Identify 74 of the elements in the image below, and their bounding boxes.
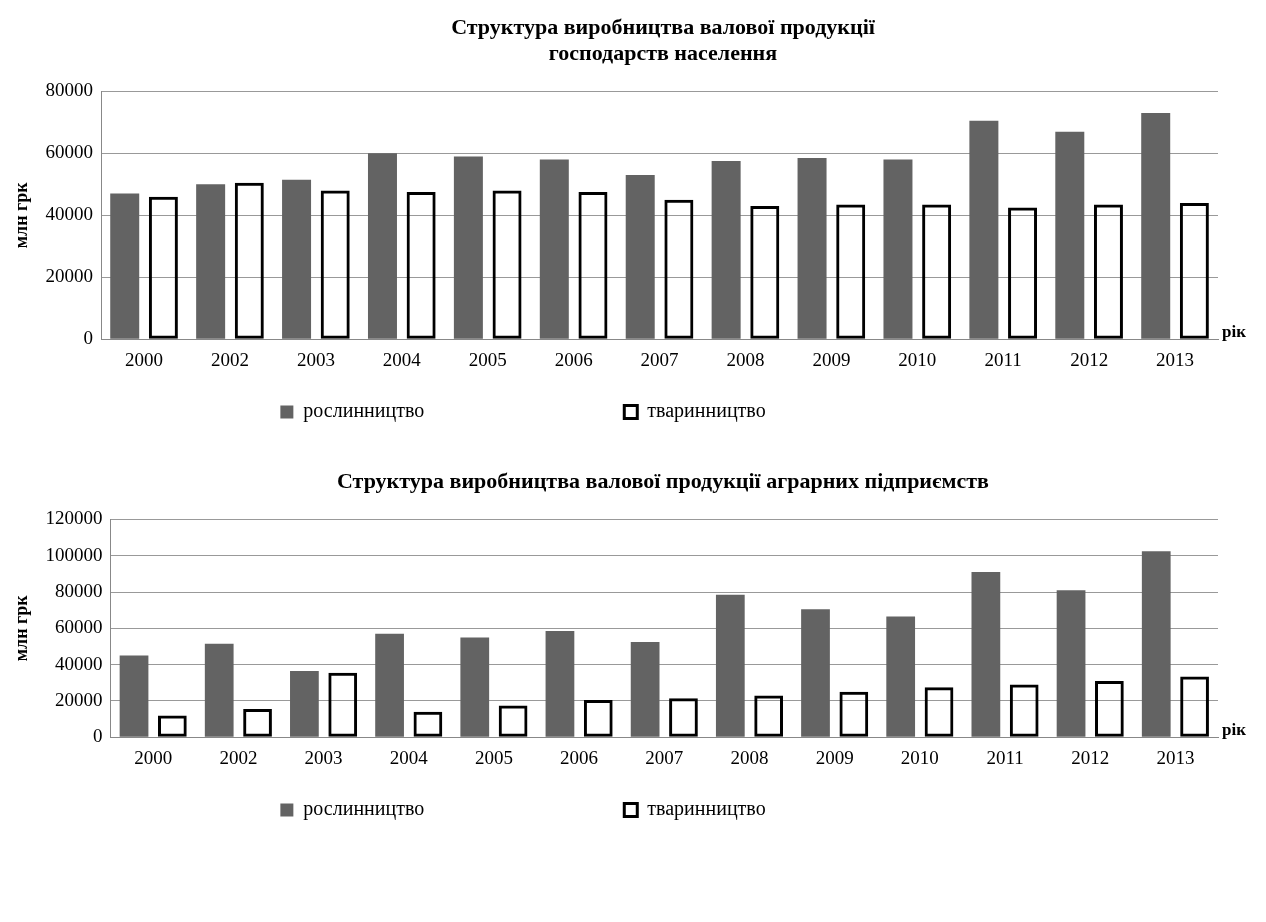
x-tick-label: 2011: [986, 746, 1024, 768]
x-tick-label: 2007: [645, 746, 684, 768]
x-tick-label: 2000: [125, 348, 164, 370]
chart-title: Структура виробництва валової продукції аграрних підприємств: [336, 467, 990, 495]
bar: [196, 184, 226, 339]
x-tick-label: 2007: [640, 348, 679, 370]
bar: [539, 159, 569, 339]
bar: [282, 179, 312, 339]
y-tick-label: 40000: [45, 203, 94, 225]
x-tick-label: 2008: [726, 348, 765, 370]
x-tick-label: 2010: [900, 746, 939, 768]
x-tick-label: 2000: [134, 746, 173, 768]
x-tick-label: 2003: [296, 348, 335, 370]
bar: [971, 572, 1001, 737]
bar: [969, 120, 999, 339]
bar: [204, 643, 234, 737]
x-tick-label: 2009: [815, 746, 854, 768]
bar: [290, 670, 319, 737]
x-tick-label: 2012: [1070, 348, 1109, 370]
bar: [625, 175, 655, 339]
chart-title: Структура виробництва валової продукції господарств населення: [450, 13, 876, 67]
bar: [460, 637, 490, 737]
bar: [1141, 551, 1171, 737]
x-tick-label: 2003: [304, 746, 343, 768]
y-tick-label: 20000: [55, 688, 103, 710]
bar: [797, 158, 827, 339]
bar: [711, 161, 741, 339]
y-axis-title: млн грк: [11, 594, 32, 662]
x-tick-label: 2009: [812, 348, 851, 370]
bar: [801, 609, 830, 737]
x-tick-label: 2005: [474, 746, 513, 768]
x-tick-label: 2002: [210, 348, 249, 370]
x-tick-label: 2013: [1156, 746, 1195, 768]
legend-label: рослинництво: [303, 797, 605, 821]
bar: [545, 631, 575, 737]
bar: [453, 156, 483, 339]
x-tick-label: 2013: [1156, 348, 1195, 370]
x-tick-label: 2005: [468, 348, 507, 370]
y-tick-label: 20000: [45, 265, 94, 287]
bar: [110, 193, 140, 339]
bar: [1141, 113, 1171, 339]
bar: [119, 655, 149, 737]
x-tick-label: 2012: [1071, 746, 1110, 768]
legend-label: тваринництво: [647, 399, 946, 423]
y-tick-label: 40000: [55, 652, 103, 674]
bar: [886, 616, 916, 737]
y-tick-label: 80000: [55, 579, 103, 601]
x-tick-label: 2006: [560, 746, 599, 768]
y-tick-label: 60000: [55, 616, 103, 638]
bar: [367, 153, 397, 339]
x-tick-label: 2004: [382, 348, 422, 370]
x-tick-label: 2010: [898, 348, 937, 370]
x-tick-label: 2008: [730, 746, 769, 768]
x-tick-label: 2004: [389, 746, 429, 768]
bar: [715, 594, 745, 737]
x-axis-title: рік: [1222, 322, 1247, 342]
legend-label: тваринництво: [647, 797, 946, 821]
x-tick-label: 2006: [554, 348, 593, 370]
legend-label: рослинництво: [303, 399, 605, 423]
x-axis-title: рік: [1222, 720, 1247, 740]
y-axis-title: млн грк: [11, 181, 32, 249]
y-tick-label: 0: [93, 725, 103, 747]
y-tick-label: 60000: [45, 141, 94, 163]
x-tick-label: 2002: [219, 746, 258, 768]
bar: [1055, 131, 1085, 339]
y-tick-label: 100000: [45, 543, 103, 565]
y-tick-label: 80000: [45, 79, 94, 101]
bar: [883, 159, 913, 339]
y-tick-label: 120000: [45, 507, 103, 529]
bar: [375, 633, 404, 737]
y-tick-label: 0: [83, 327, 94, 349]
bar: [1056, 590, 1086, 737]
bar: [630, 641, 660, 737]
x-tick-label: 2011: [984, 348, 1022, 370]
